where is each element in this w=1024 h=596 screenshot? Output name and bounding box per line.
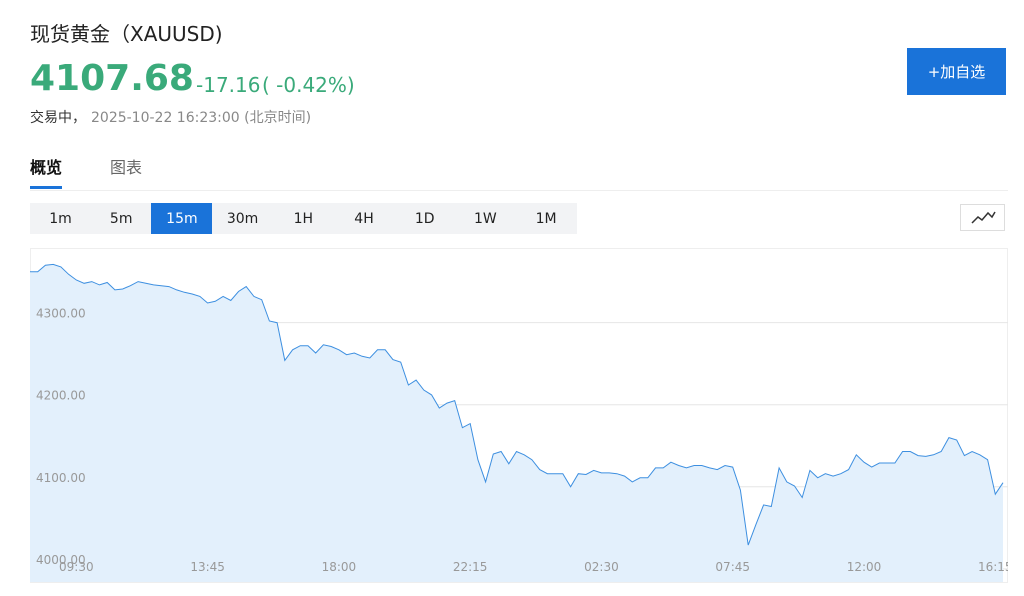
interval-button[interactable]: 1H <box>293 210 314 227</box>
tab[interactable]: 概览 <box>30 154 63 189</box>
y-tick-label: 4200.00 <box>36 389 86 403</box>
area <box>30 264 1003 582</box>
x-tick-label: 02:30 <box>584 560 619 574</box>
price-line <box>30 263 1004 546</box>
x-tick-label: 12:00 <box>847 560 882 574</box>
chart: 4000.00 4100.00 4200.00 4300.00 09:30 13:45 18… <box>30 248 1008 583</box>
x-tick-label: 18:00 <box>322 560 357 574</box>
timestamp: 2025-10-22 16:23:00 (北京时间) <box>91 110 312 126</box>
x-tick-label: 22:15 <box>453 560 488 574</box>
y-tick-label: 4000.00 <box>36 553 86 567</box>
interval-bar: 1m 5m 15m 30m 1H 4H 1D 1W 1M <box>30 203 577 234</box>
price: 4107.68 <box>30 58 194 99</box>
price-change-pct: ( -0.42%) <box>262 73 355 97</box>
interval-button[interactable]: 15m <box>151 203 213 234</box>
add-watchlist-button[interactable]: +加自选 <box>907 48 1006 95</box>
tab[interactable]: 图表 <box>110 158 143 177</box>
interval-button[interactable]: 30m <box>226 210 259 227</box>
x-tick-label: 16:15 <box>978 560 1008 574</box>
x-tick-label: 13:45 <box>190 560 225 574</box>
price-change: -17.16 <box>196 73 261 97</box>
interval-button[interactable]: 1D <box>414 210 435 227</box>
interval-button[interactable]: 1M <box>535 210 557 227</box>
y-tick-label: 4100.00 <box>36 471 86 485</box>
chart-type-button[interactable] <box>960 204 1005 231</box>
interval-button[interactable]: 1m <box>49 210 72 227</box>
interval-button[interactable]: 4H <box>354 210 374 227</box>
title: 现货黄金（XAUUSD) <box>30 22 223 46</box>
tab-bar: 概览 图表 <box>30 154 1008 191</box>
x-tick-label: 09:30 <box>59 560 94 574</box>
interval-button[interactable]: 1W <box>474 210 497 227</box>
y-tick-label: 4300.00 <box>36 307 86 321</box>
x-tick-label: 07:45 <box>715 560 750 574</box>
line-icon <box>971 211 996 224</box>
interval-button[interactable]: 5m <box>109 210 133 227</box>
trade-status: 交易中， <box>30 110 86 126</box>
